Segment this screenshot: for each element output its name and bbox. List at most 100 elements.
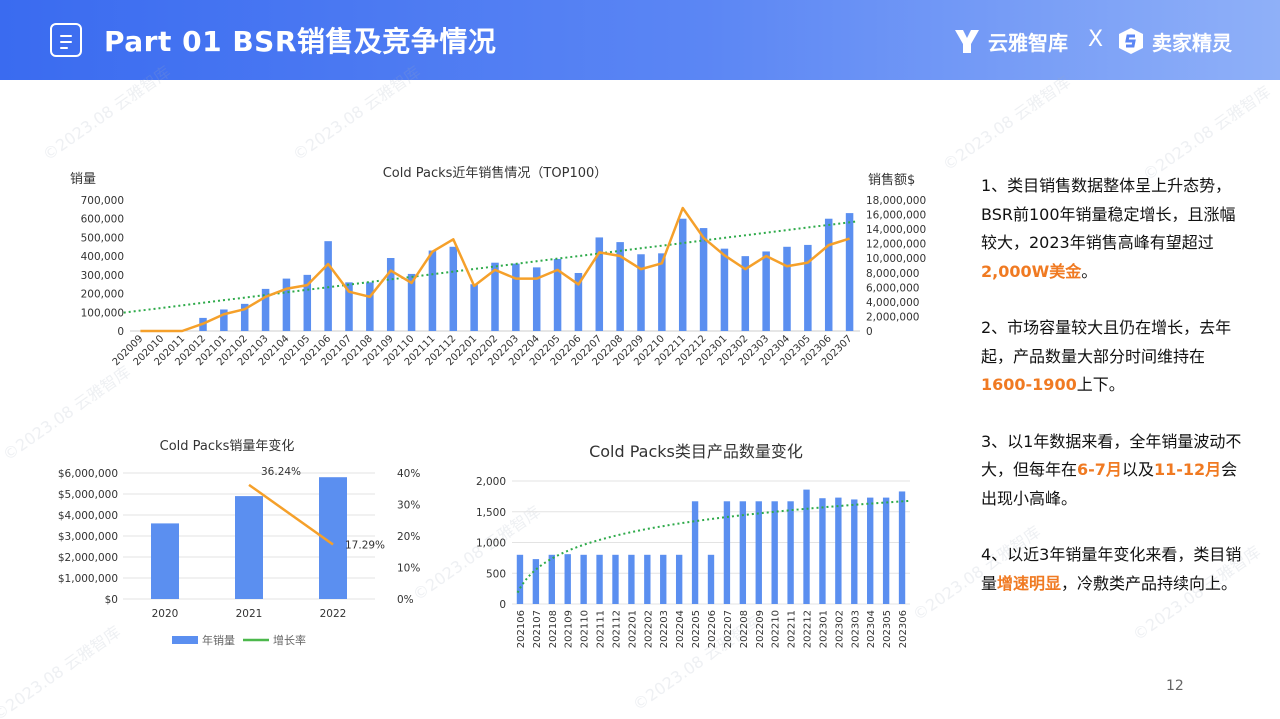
- bar: [553, 258, 562, 331]
- x-tick-label: 202212: [803, 610, 814, 648]
- y2-axis-label: 销售额$: [868, 172, 915, 188]
- bar: [449, 246, 458, 331]
- bar: [723, 501, 731, 604]
- y-tick-label: $4,000,000: [58, 510, 118, 522]
- bar: [532, 267, 541, 331]
- y2-tick-label: 6,000,000: [866, 282, 919, 294]
- y-tick-label: 400,000: [81, 251, 124, 263]
- bar: [470, 284, 478, 331]
- legend-label-growth: 增长率: [273, 633, 306, 647]
- y2-tick-label: 10%: [397, 563, 420, 575]
- bar: [741, 256, 750, 331]
- bar: [783, 246, 791, 331]
- y2-tick-label: 0%: [397, 594, 414, 606]
- bar: [771, 501, 778, 604]
- y-tick-label: 100,000: [81, 307, 124, 319]
- bar: [882, 497, 890, 604]
- seller-sprite-logo-icon: [1119, 28, 1143, 54]
- x-tick-label: 2022: [320, 608, 347, 620]
- note-text: ，冷敷类产品持续向上。: [1061, 573, 1238, 593]
- y2-tick-label: 20%: [397, 531, 420, 543]
- bar: [803, 489, 810, 604]
- x-tick-label: 202203: [659, 610, 670, 648]
- brand-yunya: 云雅智库: [952, 26, 1068, 56]
- y2-tick-label: 8,000,000: [866, 268, 919, 280]
- y2-tick-label: 12,000,000: [866, 239, 926, 251]
- y-tick-label: 500: [486, 568, 506, 580]
- x-tick-label: 202108: [548, 610, 559, 648]
- bar: [303, 274, 312, 331]
- insight-note: 4、以近3年销量年变化来看，类目销量增速明显，冷敷类产品持续向上。: [981, 541, 1243, 598]
- brand-seller-sprite: 卖家精灵: [1116, 26, 1232, 56]
- y2-tick-label: 14,000,000: [866, 224, 926, 236]
- y-tick-label: $6,000,000: [58, 468, 118, 480]
- bar: [660, 554, 667, 604]
- x-tick-label: 202304: [866, 610, 877, 648]
- y2-tick-label: 40%: [397, 468, 420, 480]
- bar: [386, 258, 395, 331]
- brand-left-name: 云雅智库: [988, 30, 1068, 55]
- y2-tick-label: 4,000,000: [866, 297, 919, 309]
- bar: [596, 554, 603, 604]
- bar: [835, 497, 842, 604]
- chart-title: Cold Packs类目产品数量变化: [589, 442, 803, 461]
- insight-notes: 1、类目销售数据整体呈上升态势，BSR前100年销量稳定增长，且涨幅较大，202…: [981, 172, 1243, 626]
- bar: [644, 554, 651, 604]
- bar: [628, 554, 635, 604]
- highlight-text: 增速明显: [997, 573, 1062, 593]
- bar: [548, 554, 555, 604]
- y2-tick-label: 18,000,000: [866, 195, 926, 207]
- bar: [845, 213, 854, 331]
- bar: [564, 554, 571, 604]
- bar: [151, 523, 179, 599]
- brand-separator: X: [1088, 27, 1104, 52]
- y-tick-label: $5,000,000: [58, 489, 118, 501]
- y-tick-label: $2,000,000: [58, 552, 118, 564]
- bar: [787, 501, 794, 604]
- highlight-text: 1600-1900: [981, 375, 1077, 394]
- insight-note: 2、市场容量较大且仍在增长，去年起，产品数量大部分时间维持在 1600-1900上…: [981, 314, 1243, 400]
- yunya-logo-icon: [955, 30, 979, 53]
- bar: [675, 554, 683, 604]
- bar: [595, 237, 604, 331]
- bar: [824, 218, 833, 331]
- highlight-text: 6-7月: [1077, 460, 1122, 479]
- bar: [235, 496, 263, 599]
- highlight-text: 11-12月: [1153, 460, 1222, 479]
- bar: [491, 262, 499, 331]
- x-tick-label: 202206: [707, 610, 718, 648]
- y-tick-label: 500,000: [81, 232, 124, 244]
- chart-title: Cold Packs销量年变化: [160, 438, 295, 454]
- bar: [220, 309, 228, 331]
- bar: [804, 244, 812, 331]
- note-text: 2、市场容量较大且仍在增长，去年起，产品数量大部分时间维持在: [981, 318, 1232, 366]
- y-tick-label: 300,000: [81, 270, 124, 282]
- x-tick-label: 202301: [818, 610, 829, 648]
- bar: [366, 282, 374, 331]
- x-tick-label: 202106: [516, 610, 527, 648]
- x-tick-label: 202306: [898, 610, 909, 648]
- bar: [240, 303, 249, 331]
- y-tick-label: 700,000: [81, 195, 124, 207]
- bar: [762, 251, 770, 331]
- watermark: ©2023.08 云雅智库: [1139, 82, 1274, 185]
- x-tick-label: 202303: [850, 610, 861, 648]
- x-tick-label: 202109: [564, 610, 575, 648]
- y-tick-label: 2,000: [476, 476, 506, 488]
- x-tick-label: 202201: [627, 610, 638, 648]
- insight-note: 3、以1年数据来看，全年销量波动不大，但每年在6-7月以及11-12月会出现小高…: [981, 428, 1243, 514]
- brand-right-name: 卖家精灵: [1152, 30, 1232, 55]
- x-tick-label: 202112: [611, 610, 622, 648]
- data-label: 17.29%: [345, 540, 385, 552]
- y-tick-label: 1,500: [476, 507, 506, 519]
- y-tick-label: 0: [117, 326, 124, 338]
- y-tick-label: 200,000: [81, 289, 124, 301]
- x-tick-label: 202302: [834, 610, 845, 648]
- note-text: 上下。: [1076, 375, 1125, 394]
- y-tick-label: $3,000,000: [58, 531, 118, 543]
- note-text: 。: [1081, 261, 1098, 281]
- y2-tick-label: 10,000,000: [866, 253, 926, 265]
- bar: [428, 250, 437, 331]
- growth-line: [248, 483, 334, 546]
- y2-tick-label: 16,000,000: [866, 210, 926, 222]
